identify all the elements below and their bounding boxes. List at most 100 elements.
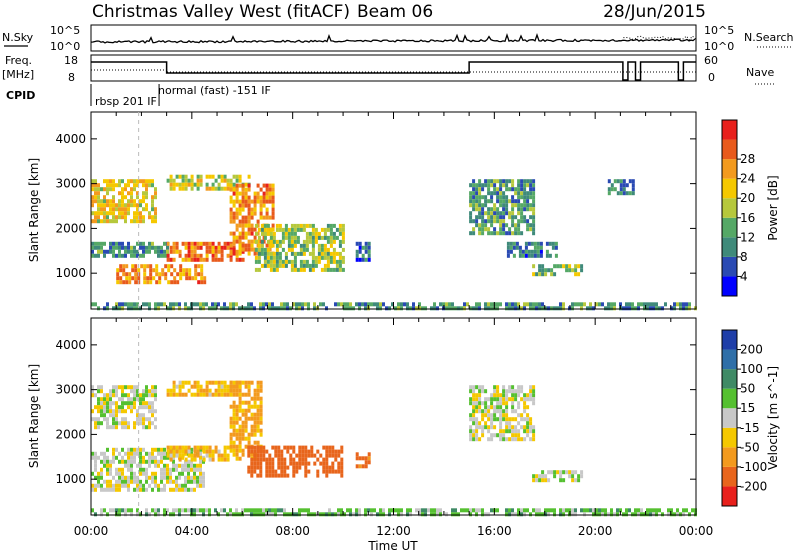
colorbar-tick-0: 4 <box>740 269 748 283</box>
data-region-1 <box>91 447 205 492</box>
colorbar-swatch-3 <box>722 427 737 448</box>
colorbar-swatch-0 <box>722 486 737 506</box>
colorbar-swatch-1 <box>722 466 737 487</box>
nave-tick-low: 0 <box>708 71 715 84</box>
power-ylabel: Slant Range [km] <box>27 158 41 262</box>
colorbar-tick-6: 100 <box>740 362 763 376</box>
nsearch-label: N.Search <box>744 31 794 44</box>
colorbar-swatch-4 <box>722 408 737 428</box>
colorbar-swatch-2 <box>722 237 737 257</box>
time-tick-0: 00:00 <box>74 524 109 538</box>
nave-tick-high: 60 <box>704 54 718 67</box>
freq-tick-low: 8 <box>68 71 75 84</box>
colorbar-label: Power [dB] <box>766 175 780 240</box>
data-region-10 <box>532 264 584 277</box>
colorbar-tick-1: -100 <box>740 460 767 474</box>
time-tick-3: 12:00 <box>376 524 411 538</box>
date-label: 28/Jun/2015 <box>603 2 706 22</box>
range-tick-3: 4000 <box>55 132 86 146</box>
cpid-entry-1: rbsp 201 IF <box>95 95 157 108</box>
nsky-trace <box>90 33 696 44</box>
data-region-6 <box>254 223 345 272</box>
nsky-tick-high: 10^5 <box>50 24 80 37</box>
power-axes: 1000 2000 3000 4000 <box>55 112 697 309</box>
time-tick-6: 00:00 <box>679 524 714 538</box>
range-tick-1: 2000 <box>55 221 86 235</box>
time-tick-5: 20:00 <box>578 524 613 538</box>
colorbar-swatch-3 <box>722 217 737 238</box>
range-tick-0: 1000 <box>55 472 86 486</box>
colorbar-tick-4: 20 <box>740 191 755 205</box>
data-region-7 <box>469 385 536 442</box>
colorbar-swatch-8 <box>722 330 737 350</box>
colorbar-swatch-1 <box>722 256 737 277</box>
colorbar-tick-5: 50 <box>740 382 755 396</box>
colorbar-swatch-5 <box>722 178 737 199</box>
colorbar-swatch-5 <box>722 388 737 409</box>
colorbar-tick-3: -15 <box>740 421 760 435</box>
colorbar-tick-1: 8 <box>740 250 748 264</box>
data-region-5 <box>229 183 275 256</box>
velocity-panel: 1000 2000 3000 4000 Slant Range [km] <box>27 317 697 517</box>
velocity-data-cells <box>91 380 697 517</box>
data-region-12 <box>91 302 697 311</box>
data-region-8 <box>469 179 536 236</box>
data-region-2 <box>166 445 233 462</box>
range-tick-2: 3000 <box>55 383 86 397</box>
time-tick-1: 04:00 <box>175 524 210 538</box>
nave-trace <box>91 69 696 73</box>
colorbar-swatch-7 <box>722 349 737 370</box>
data-region-9 <box>91 508 697 517</box>
colorbar-tick-2: 12 <box>740 230 755 244</box>
nsearch-tick-high: 10^5 <box>704 24 734 37</box>
nsky-tick-low: 10^0 <box>50 40 80 53</box>
power-colorbar: 4 8 12 16 20 24 28 Power [dB] <box>721 119 780 297</box>
colorbar-label: Velocity [m s^-1] <box>766 366 780 470</box>
time-tick-2: 08:00 <box>275 524 310 538</box>
data-region-9 <box>506 241 558 258</box>
power-data-cells <box>91 174 697 311</box>
cpid-strip: CPID rbsp 201 IF normal (fast) -151 IF <box>6 84 271 108</box>
nave-label: Nave <box>746 66 774 79</box>
colorbar-swatch-0 <box>722 276 737 296</box>
freq-trace <box>91 61 696 81</box>
freq-label: Freq. <box>5 54 32 67</box>
power-panel: 1000 2000 3000 4000 Slant Range [km] <box>27 111 697 311</box>
beam-label: Beam 06 <box>357 2 433 22</box>
colorbar-swatch-2 <box>722 447 737 467</box>
nsky-label: N.Sky <box>2 31 34 44</box>
station-title: Christmas Valley West (fitACF) <box>92 2 350 22</box>
data-region-7 <box>355 241 371 262</box>
cpid-label: CPID <box>6 89 35 102</box>
colorbar-swatch-7 <box>722 139 737 160</box>
data-region-6 <box>355 452 371 469</box>
freq-tick-high: 18 <box>64 54 78 67</box>
data-region-11 <box>607 179 635 196</box>
nsearch-tick-low: 10^0 <box>704 40 734 53</box>
data-region-0 <box>91 179 157 224</box>
nsearch-trace <box>623 35 696 41</box>
velocity-ylabel: Slant Range [km] <box>27 364 41 468</box>
colorbar-swatch-6 <box>722 369 737 389</box>
nsky-panel: N.Sky 10^5 10^0 10^5 10^0 N.Search <box>2 24 794 53</box>
colorbar-tick-7: 200 <box>740 343 763 357</box>
data-region-0 <box>91 385 157 430</box>
data-region-5 <box>247 445 344 478</box>
range-tick-0: 1000 <box>55 266 86 280</box>
data-region-2 <box>116 264 207 285</box>
time-xlabel: Time UT <box>367 539 418 553</box>
colorbar-tick-5: 24 <box>740 172 755 186</box>
freq-unit-label: [MHz] <box>2 68 34 81</box>
colorbar-tick-6: 28 <box>740 152 755 166</box>
range-tick-2: 3000 <box>55 177 86 191</box>
range-tick-1: 2000 <box>55 427 86 441</box>
time-tick-4: 16:00 <box>477 524 512 538</box>
time-axis-labels: 00:00 04:00 08:00 12:00 16:00 20:00 00:00 <box>74 524 714 538</box>
velocity-axes: 1000 2000 3000 4000 <box>55 318 697 515</box>
data-region-1 <box>91 241 169 258</box>
colorbar-tick-4: 15 <box>740 401 755 415</box>
colorbar-swatch-6 <box>722 159 737 179</box>
colorbar-swatch-8 <box>722 120 737 140</box>
